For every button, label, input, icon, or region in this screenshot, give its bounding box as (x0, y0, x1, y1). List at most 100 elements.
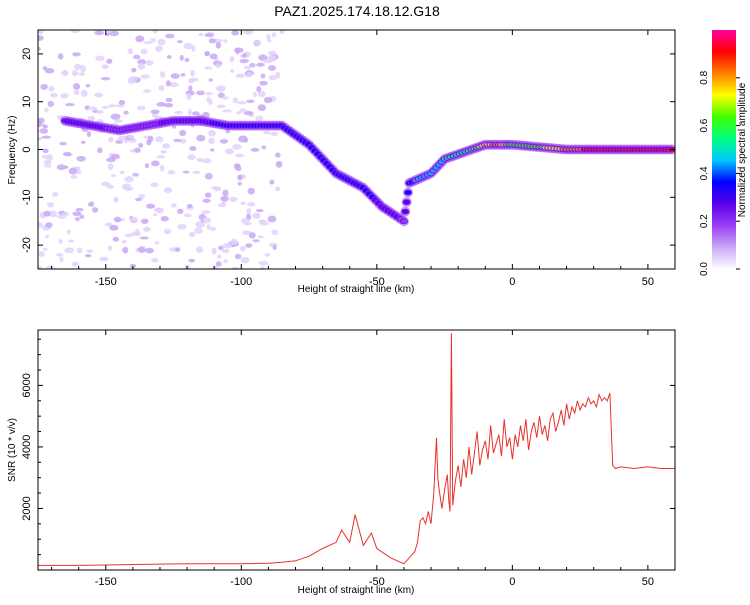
heatmap-cell (257, 104, 267, 112)
heatmap-cell (39, 128, 49, 134)
heatmap-cell (117, 135, 127, 141)
heatmap-cell (43, 164, 52, 168)
heatmap-cell (73, 89, 80, 95)
heatmap-cell (186, 93, 192, 100)
heatmap-cell (195, 246, 204, 254)
heatmap-cell (205, 172, 213, 180)
heatmap-cell (59, 256, 64, 263)
heatmap-cell (146, 139, 152, 146)
heatmap-cell (160, 215, 169, 222)
heatmap-cell (108, 136, 114, 143)
heatmap-cell (121, 239, 127, 244)
heatmap-cell (38, 117, 45, 124)
heatmap-cell (42, 148, 49, 154)
heatmap-cell (208, 78, 213, 82)
heatmap-cell (191, 111, 200, 116)
heatmap-cell (208, 38, 217, 44)
heatmap-cell (48, 210, 58, 218)
heatmap-cell (400, 219, 407, 224)
heatmap-cell (252, 239, 260, 243)
heatmap-cell (87, 116, 95, 121)
heatmap-cell (221, 109, 232, 113)
heatmap-cell (257, 90, 266, 98)
heatmap-cell (234, 153, 245, 158)
heatmap-cell (201, 210, 211, 215)
heatmap-cell (237, 101, 247, 105)
heatmap-cell (195, 221, 205, 228)
heatmap-cell (214, 63, 222, 68)
heatmap-cell (58, 238, 63, 244)
heatmap-x-axis-label: Height of straight line (km) (298, 284, 415, 295)
heatmap-cell (240, 256, 250, 264)
heatmap-cell (42, 124, 48, 129)
heatmap-cell (240, 201, 246, 206)
heatmap-cell (246, 99, 255, 104)
heatmap-cell (38, 136, 43, 141)
heatmap-cell (250, 147, 260, 152)
heatmap-cell (403, 200, 410, 205)
heatmap-cell (114, 196, 119, 203)
heatmap-cell (140, 74, 150, 79)
heatmap-cell (271, 32, 277, 38)
heatmap-cell (38, 30, 44, 35)
snr-y-tick-label: 2000 (21, 496, 33, 520)
heatmap-cell (50, 92, 58, 98)
heatmap-cell (247, 187, 255, 195)
heatmap-cell (259, 220, 269, 226)
heatmap-cell (118, 100, 126, 105)
heatmap-cell (131, 67, 137, 73)
heatmap-cell (136, 105, 146, 111)
heatmap-cell (68, 167, 77, 175)
heatmap-cell (165, 80, 171, 87)
heatmap-cell (140, 48, 148, 55)
heatmap-cell (243, 30, 253, 35)
heatmap-cell (101, 105, 109, 109)
heatmap-cell (154, 241, 160, 245)
heatmap-cell (234, 253, 242, 260)
heatmap-cell (165, 97, 173, 102)
heatmap-cell (133, 147, 141, 153)
heatmap-cell (115, 104, 126, 108)
heatmap-cell (230, 238, 238, 246)
heatmap-cell (62, 211, 70, 216)
heatmap-cell (174, 110, 184, 115)
heatmap-cell (60, 93, 69, 99)
heatmap-cell (239, 108, 248, 113)
heatmap-x-tick-label: -100 (230, 276, 252, 288)
heatmap-cell (110, 174, 116, 178)
heatmap-cell (153, 213, 158, 217)
heatmap-y-tick-label: -20 (21, 237, 33, 253)
heatmap-cell (155, 45, 163, 52)
heatmap-cell (150, 109, 160, 114)
heatmap-cell (110, 113, 121, 120)
heatmap-cell (124, 176, 134, 183)
heatmap-cell (253, 91, 258, 98)
heatmap-cell (123, 110, 129, 115)
heatmap-cell (146, 203, 156, 209)
heatmap-cell (66, 229, 71, 235)
heatmap-cell (246, 207, 252, 215)
snr-x-tick-label: -150 (95, 576, 117, 588)
heatmap-cell (109, 30, 120, 37)
heatmap-cell (254, 40, 262, 46)
heatmap-cell (38, 251, 46, 257)
heatmap-cell (232, 97, 239, 104)
heatmap-cell (64, 165, 69, 169)
heatmap-cell (128, 134, 135, 140)
heatmap-cell (150, 37, 156, 43)
heatmap-cell (258, 260, 269, 266)
heatmap-cell (155, 136, 164, 143)
heatmap-cell (204, 66, 213, 70)
heatmap-cell (135, 35, 145, 43)
heatmap-cell (210, 186, 220, 190)
heatmap-cell (94, 30, 104, 36)
heatmap-cell (56, 214, 67, 219)
heatmap-x-tick-label: -150 (95, 276, 117, 288)
heatmap-cell (48, 85, 55, 92)
heatmap-cell (166, 55, 172, 59)
heatmap-cell (275, 160, 283, 168)
heatmap-cell (106, 58, 113, 64)
colorbar-tick-label: 0.8 (699, 70, 710, 84)
heatmap-cell (190, 77, 199, 82)
heatmap-cell (257, 235, 264, 239)
